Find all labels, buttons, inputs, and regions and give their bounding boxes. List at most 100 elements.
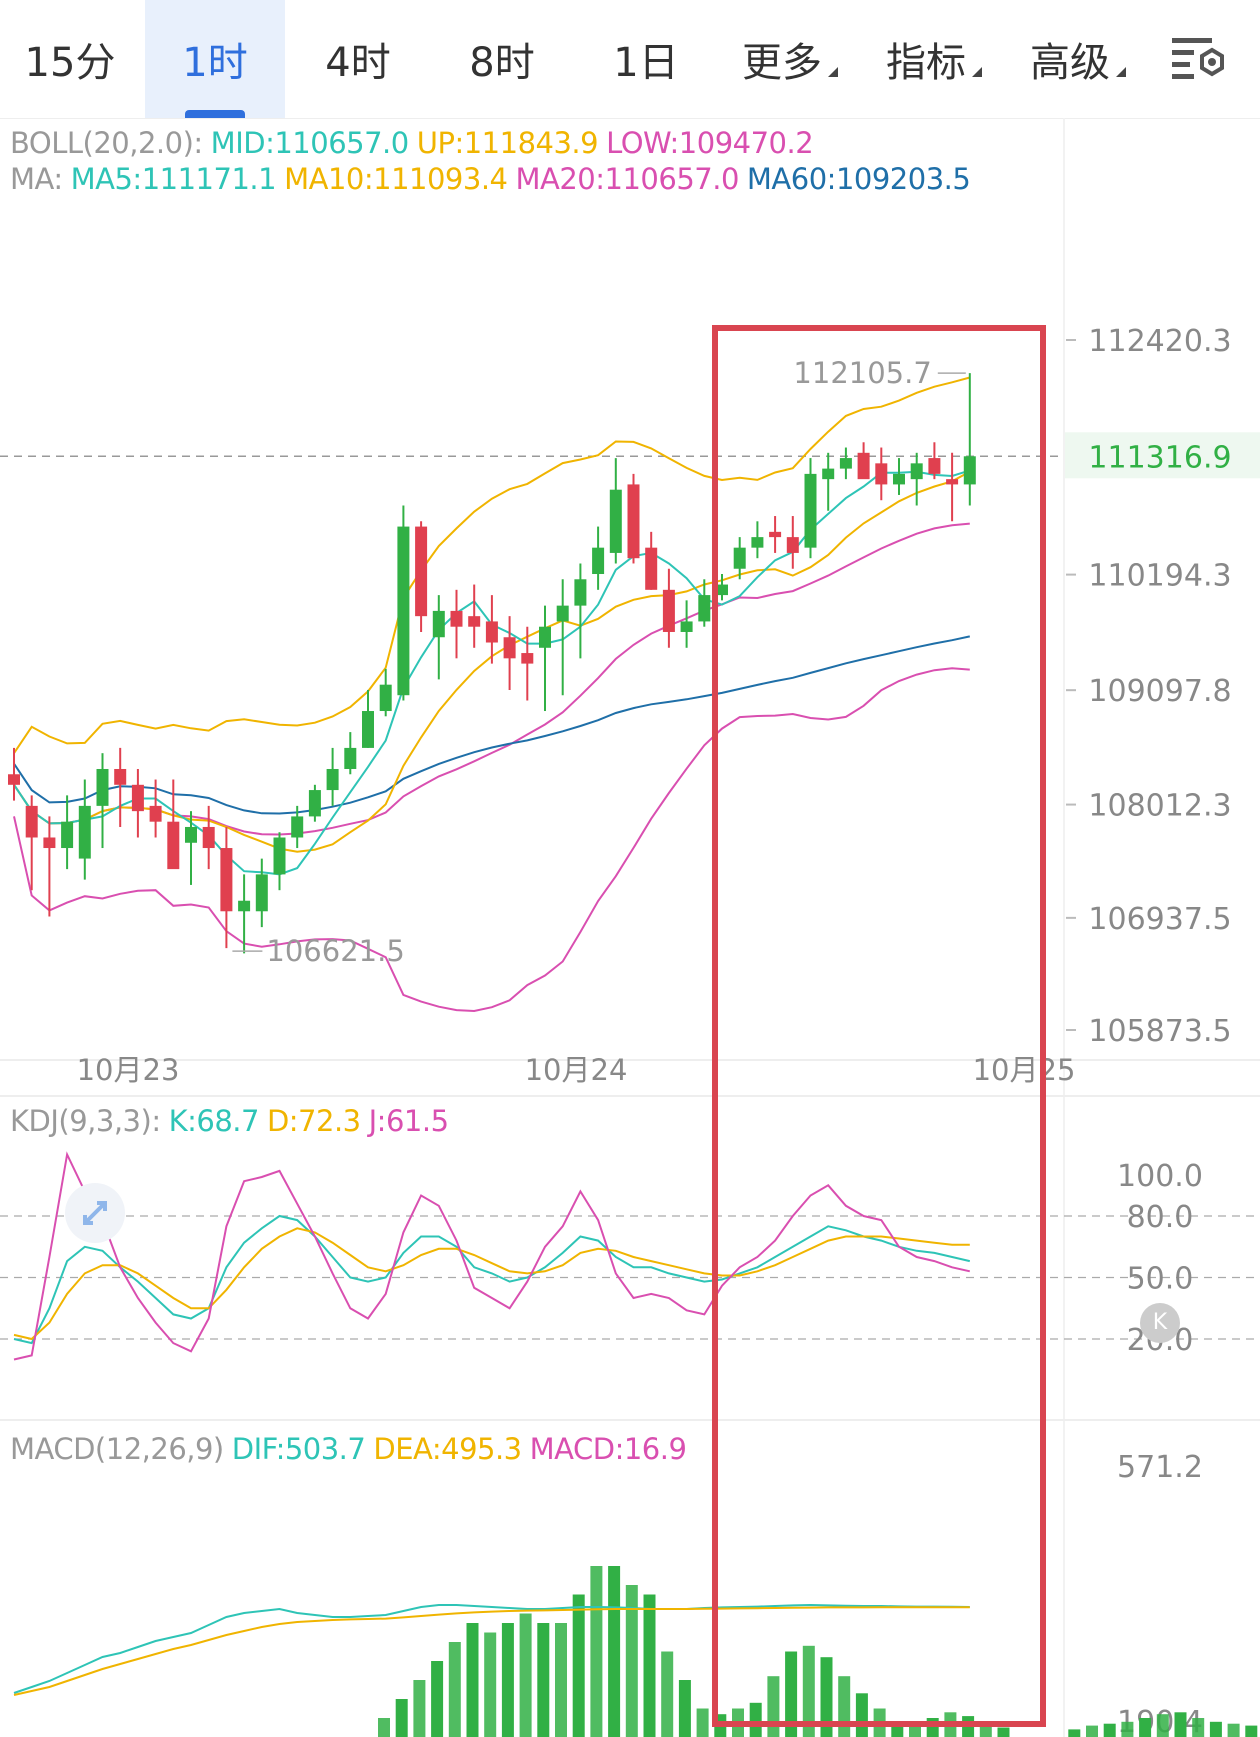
candle-up (910, 463, 923, 480)
tab-indicators-label: 指标 (886, 40, 966, 86)
ma10-value: MA10:111093.4 (284, 162, 508, 196)
candle-down (521, 653, 534, 664)
candle-down (875, 463, 888, 485)
candle-up (751, 537, 764, 548)
scroll-to-latest-icon[interactable]: K (1140, 1303, 1180, 1343)
macd-histogram-bar (643, 1594, 656, 1737)
dropdown-caret-icon (1116, 67, 1126, 77)
candle-up (379, 684, 392, 712)
macd-histogram-bar (572, 1594, 585, 1737)
kdj-k-line (13, 1214, 971, 1345)
kline-chart-area[interactable]: 112420.3 111316.9 110194.3 109097.8 108012.3… (0, 118, 1260, 1737)
tab-advanced[interactable]: 高级 (1008, 0, 1148, 118)
tab-1d-label: 1日 (613, 40, 679, 86)
macd-histogram-bar (1086, 1725, 1098, 1737)
macd-histogram-bar (749, 1702, 762, 1737)
macd-histogram-bar (484, 1632, 497, 1737)
macd-histogram-bar (767, 1676, 780, 1737)
macd-value: MACD:16.9 (529, 1432, 687, 1466)
kline-chart-svg: 112420.3 111316.9 110194.3 109097.8 108012.3… (0, 118, 1260, 1737)
macd-histogram-bar (909, 1723, 921, 1737)
tab-8h[interactable]: 8时 (432, 0, 572, 118)
kdj-d-line (13, 1227, 970, 1341)
candle-up (61, 821, 74, 849)
macd-histogram-bar (1068, 1729, 1081, 1737)
ma-legend: MA: MA5:111171.1 MA10:111093.4 MA20:110657.… (10, 162, 978, 196)
macd-histogram-bar (466, 1623, 479, 1737)
candle-down (769, 531, 782, 538)
macd-histogram-bar (1139, 1718, 1152, 1737)
low-marker-label: 106621.5 (266, 934, 404, 968)
candle-up (96, 768, 109, 806)
candle-up (185, 826, 197, 843)
macd-histogram-bar (1209, 1721, 1222, 1737)
price-axis-label: 110194.3 (1088, 559, 1231, 594)
candle-down (114, 768, 127, 785)
candle-down (8, 774, 20, 785)
candle-up (839, 458, 852, 469)
boll-up: UP:111843.9 (416, 126, 599, 160)
candle-up (308, 790, 321, 817)
tab-4h[interactable]: 4时 (288, 0, 428, 118)
macd-histogram-bar (625, 1585, 638, 1737)
candle-down (645, 547, 658, 590)
boll-legend: BOLL(20,2.0): MID:110657.0 UP:111843.9 LOW:… (10, 126, 821, 160)
candle-up (556, 605, 569, 622)
candle-down (220, 848, 233, 912)
candle-up (680, 621, 693, 632)
current-price-label: 111316.9 (1088, 440, 1231, 475)
candle-up (291, 816, 304, 838)
current-price-label-bg (1064, 432, 1260, 479)
macd-dif-line (13, 1603, 970, 1694)
candle-up (78, 805, 91, 859)
expand-arrows-icon[interactable] (65, 1183, 125, 1243)
candle-up (963, 456, 976, 485)
candle-up (698, 595, 711, 622)
price-axis-label: 105873.5 (1088, 1014, 1231, 1049)
boll-legend-name: BOLL(20,2.0): (10, 126, 203, 160)
candle-down (131, 784, 144, 812)
candle-down (43, 837, 56, 849)
tab-1h-label: 1时 (182, 40, 248, 86)
tab-15m[interactable]: 15分 (0, 0, 140, 118)
candle-up (255, 874, 268, 912)
candle-down (627, 484, 640, 559)
dropdown-caret-icon (972, 67, 982, 77)
candle-down (485, 621, 498, 643)
chart-settings-icon[interactable] (1170, 34, 1230, 84)
candle-down (202, 826, 215, 849)
macd-histogram-bar (997, 1727, 1010, 1737)
macd-histogram-bar (537, 1623, 550, 1737)
macd-histogram-bar (413, 1680, 426, 1737)
macd-histogram-bar (820, 1657, 833, 1737)
candle-down (928, 458, 941, 474)
macd-histogram-bar (501, 1623, 514, 1737)
boll-mid: MID:110657.0 (210, 126, 410, 160)
candle-up (592, 547, 605, 575)
macd-histogram-bar (431, 1661, 444, 1737)
tab-15m-label: 15分 (24, 40, 116, 86)
macd-histogram-bar (696, 1708, 709, 1737)
macd-legend-name: MACD(12,26,9) (10, 1432, 224, 1466)
kdj-legend-name: KDJ(9,3,3): (10, 1104, 161, 1138)
date-axis-label: 10月25 (973, 1053, 1076, 1087)
macd-axis-label: 571.2 (1117, 1450, 1203, 1485)
ma5-value: MA5:111171.1 (70, 162, 277, 196)
tab-1h[interactable]: 1时 (145, 0, 285, 118)
macd-histogram-bar (855, 1693, 868, 1737)
macd-histogram-bar (1121, 1721, 1134, 1737)
candle-up (397, 526, 410, 696)
kdj-d: D:72.3 (266, 1104, 361, 1138)
tab-indicators[interactable]: 指标 (864, 0, 1004, 118)
macd-histogram-bar (785, 1651, 798, 1737)
macd-histogram-bar (395, 1699, 408, 1737)
candle-down (450, 610, 463, 627)
tab-1d[interactable]: 1日 (576, 0, 716, 118)
candle-up (716, 584, 728, 596)
price-axis-label: 109097.8 (1088, 674, 1231, 709)
tab-more[interactable]: 更多 (720, 0, 860, 118)
macd-histogram-bar (1227, 1723, 1240, 1737)
highlight-annotation-box (712, 325, 1046, 1727)
candle-up (362, 711, 374, 748)
candle-up (326, 768, 339, 791)
